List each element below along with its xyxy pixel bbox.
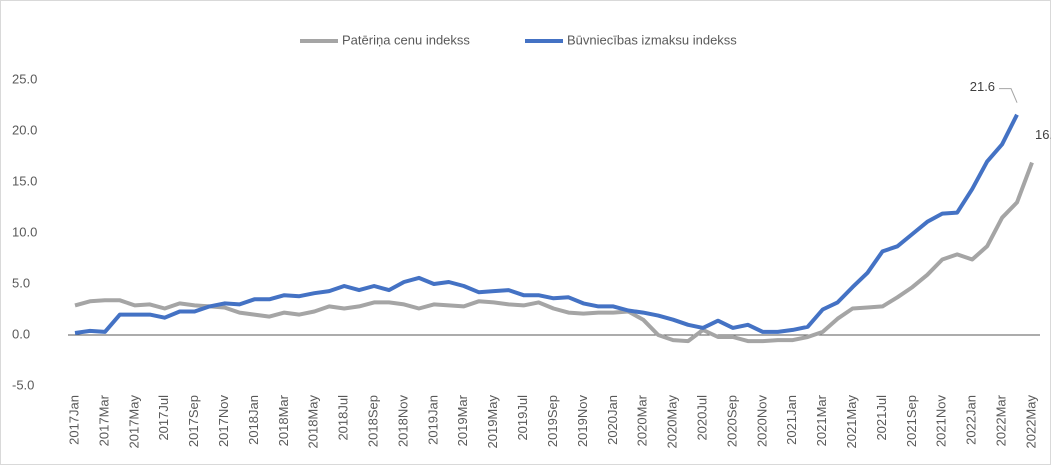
x-tick-label: 2019Jan: [425, 395, 440, 445]
series-line: [74, 113, 1019, 335]
y-tick-label: 15.0: [12, 173, 37, 188]
x-tick-label: 2019May: [485, 395, 500, 449]
x-tick-label: 2021Sep: [904, 395, 919, 447]
x-tick-label: 2018Mar: [276, 394, 291, 446]
x-tick-label: 2022Mar: [994, 394, 1009, 446]
x-tick-label: 2017Jan: [66, 395, 81, 445]
x-tick-label: 2019Jul: [515, 395, 530, 441]
x-tick-label: 2017Jul: [156, 395, 171, 441]
x-tick-label: 2018Jan: [246, 395, 261, 445]
x-tick-label: 2020Mar: [635, 394, 650, 446]
y-tick-label: 0.0: [12, 326, 30, 341]
x-tick-label: 2018Jul: [336, 395, 351, 441]
x-tick-label: 2021Nov: [934, 395, 949, 448]
x-tick-label: 2021Jan: [784, 395, 799, 445]
x-tick-label: 2019Nov: [575, 395, 590, 448]
x-tick-label: 2020Sep: [724, 395, 739, 447]
y-tick-label: -5.0: [12, 377, 34, 392]
x-tick-label: 2020Jan: [605, 395, 620, 445]
data-label: 21.6: [970, 79, 995, 94]
x-tick-label: 2020Jul: [694, 395, 709, 441]
x-tick-label: 2018May: [306, 395, 321, 449]
y-tick-label: 20.0: [12, 122, 37, 137]
x-tick-label: 2021May: [844, 395, 859, 449]
x-tick-label: 2020May: [665, 395, 680, 449]
series-line: [74, 161, 1034, 344]
y-tick-label: 25.0: [12, 71, 37, 86]
x-tick-label: 2022Jan: [964, 395, 979, 445]
legend-label: Patēriņa cenu indekss: [342, 32, 470, 47]
legend-label: Būvniecības izmaksu indekss: [567, 32, 737, 47]
x-tick-label: 2018Sep: [366, 395, 381, 447]
x-tick-label: 2021Mar: [814, 394, 829, 446]
x-tick-label: 2017Nov: [216, 395, 231, 448]
x-tick-label: 2021Jul: [874, 395, 889, 441]
label-leader: [999, 88, 1018, 103]
y-tick-label: 10.0: [12, 224, 37, 239]
x-tick-label: 2017Mar: [96, 394, 111, 446]
x-tick-label: 2017May: [126, 395, 141, 449]
x-tick-label: 2019Mar: [455, 394, 470, 446]
x-tick-label: 2018Nov: [395, 395, 410, 448]
data-label: 16.9: [1035, 127, 1051, 142]
x-tick-label: 2022May: [1023, 395, 1038, 449]
x-tick-label: 2020Nov: [754, 395, 769, 448]
x-tick-label: 2019Sep: [545, 395, 560, 447]
y-tick-label: 5.0: [12, 275, 30, 290]
x-tick-label: 2017Sep: [186, 395, 201, 447]
